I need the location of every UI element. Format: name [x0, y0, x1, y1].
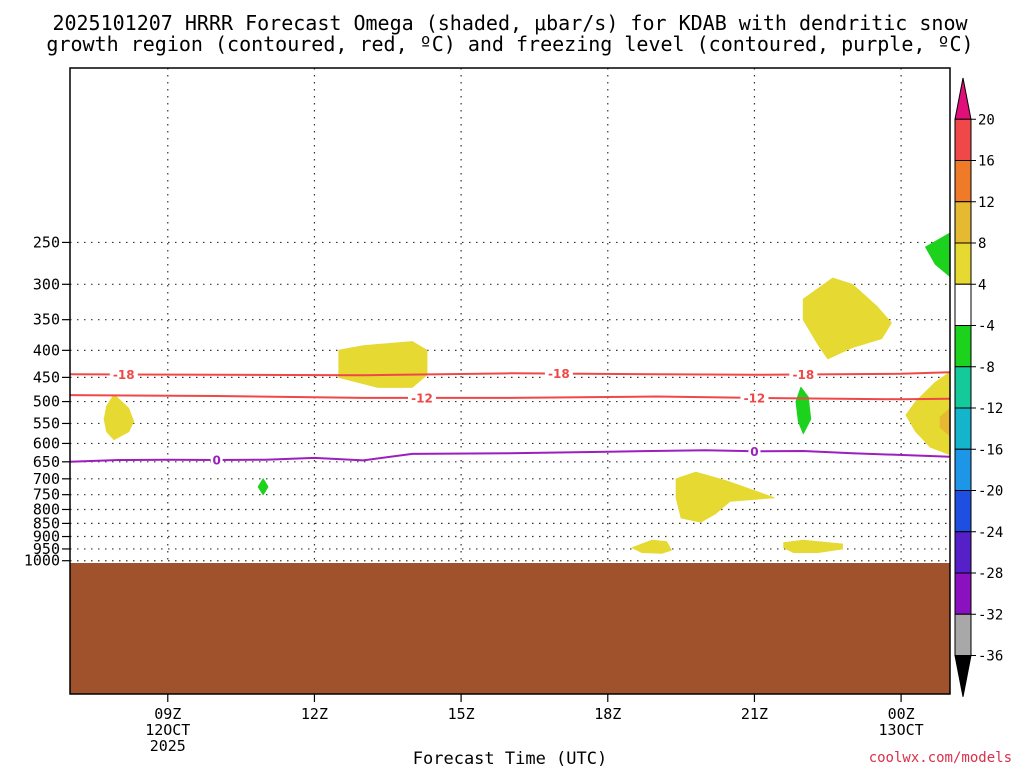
colorbar-arrow-down — [954, 655, 972, 697]
colorbar-box-10 — [954, 490, 972, 533]
colorbar-label-2: 16 — [978, 154, 995, 170]
colorbar-box-6 — [954, 325, 972, 368]
contour-label-bg-0-1 — [748, 444, 761, 459]
y-tick-label-900: 900 — [33, 528, 60, 546]
ground-surface — [70, 563, 950, 694]
x-tick-date-00Z: 13OCT — [879, 721, 924, 739]
colorbar-box-9 — [954, 448, 972, 491]
y-tick-label-500: 500 — [33, 393, 60, 411]
contour-label--18-0: -18 — [113, 368, 135, 382]
contour-label--18-1: -18 — [548, 367, 570, 381]
colorbar-label-14: -36 — [978, 649, 1003, 665]
contour-label-bg--12-1 — [740, 390, 769, 405]
contour-label-bg--12-0 — [408, 390, 436, 405]
y-tick-label-700: 700 — [33, 470, 60, 488]
y-tick-label-250: 250 — [33, 233, 60, 251]
x-tick-label-21Z: 21Z — [741, 705, 768, 723]
y-tick-label-550: 550 — [33, 414, 60, 432]
colorbar-box-1 — [954, 118, 972, 161]
colorbar-label-3: 12 — [978, 195, 995, 211]
colorbar-box-3 — [954, 201, 972, 244]
colorbar-label-12: -28 — [978, 566, 1003, 582]
x-tick-label-09Z: 09Z — [154, 705, 181, 723]
colorbar-label-11: -24 — [978, 525, 1003, 541]
contour-label-bg--18-2 — [789, 367, 818, 382]
y-tick-label-300: 300 — [33, 275, 60, 293]
y-tick-label-350: 350 — [33, 311, 60, 329]
contour-line--12 — [70, 394, 950, 401]
contour-label--18-2: -18 — [792, 368, 814, 382]
contour-line-0 — [70, 449, 950, 463]
omega-colorbar: 20 16 12 8 4 -4 -8 -12 -16 -20 -24 -28 -32 -36 — [954, 77, 1003, 697]
contour-label-bg--18-0 — [109, 367, 138, 382]
colorbar-label-5: 4 — [978, 277, 986, 293]
colorbar-box-4 — [954, 242, 972, 285]
y-tick-label-800: 800 — [33, 500, 60, 518]
x-tick-label-15Z: 15Z — [448, 705, 475, 723]
colorbar-label-10: -20 — [978, 484, 1003, 500]
omega-region-8 — [925, 232, 950, 277]
y-axis: 2503003504004505005506006507007508008509… — [24, 233, 70, 570]
colorbar-label-9: -16 — [978, 442, 1003, 458]
omega-region-9 — [795, 386, 812, 435]
x-axis-label: Forecast Time (UTC) — [413, 749, 607, 768]
colorbar-label-1: 20 — [978, 112, 995, 128]
x-tick-date-09Z: 12OCT — [145, 721, 190, 739]
colorbar-label-7: -8 — [978, 360, 995, 376]
x-tick-label-12Z: 12Z — [301, 705, 328, 723]
omega-region-3 — [905, 371, 950, 456]
colorbar-box-5 — [954, 283, 972, 326]
credit-text: coolwx.com/models — [869, 750, 1012, 766]
y-tick-label-1000: 1000 — [24, 552, 60, 570]
colorbar-box-13 — [954, 613, 972, 656]
chart-title-line2: growth region (contoured, red, ºC) and f… — [46, 32, 973, 56]
x-tick-label-00Z: 00Z — [888, 705, 915, 723]
y-tick-label-850: 850 — [33, 514, 60, 532]
temperature-contours: -18 -18 -18 -12 -12 0 0 — [70, 366, 950, 468]
colorbar-label-8: -12 — [978, 401, 1003, 417]
omega-region-6 — [631, 539, 672, 554]
y-tick-label-450: 450 — [33, 368, 60, 386]
contour-label-0-1: 0 — [750, 445, 758, 459]
colorbar-box-12 — [954, 572, 972, 615]
contour-label--12-1: -12 — [744, 391, 766, 405]
colorbar-box-8 — [954, 407, 972, 450]
y-tick-label-600: 600 — [33, 434, 60, 452]
colorbar-box-11 — [954, 531, 972, 574]
y-tick-label-650: 650 — [33, 453, 60, 471]
omega-region-10 — [257, 478, 269, 496]
omega-region-1 — [338, 341, 428, 388]
y-tick-label-750: 750 — [33, 486, 60, 504]
contour-label--12-0: -12 — [411, 391, 433, 405]
omega-region-0 — [103, 394, 135, 441]
omega-region-5 — [675, 471, 775, 523]
plot-frame — [69, 67, 951, 695]
colorbar-box-2 — [954, 160, 972, 203]
contour-line--18 — [70, 371, 950, 377]
y-tick-label-950: 950 — [33, 540, 60, 558]
colorbar-box-7 — [954, 366, 972, 409]
colorbar-label-13: -32 — [978, 607, 1003, 623]
omega-shading — [103, 232, 950, 554]
chart-title-line1: 2025101207 HRRR Forecast Omega (shaded, … — [52, 11, 968, 35]
omega-region-7 — [783, 539, 843, 553]
contour-label-bg--18-1 — [544, 366, 573, 381]
contour-label-0-0: 0 — [212, 454, 220, 468]
x-tick-label-18Z: 18Z — [594, 705, 621, 723]
colorbar-label-4: 8 — [978, 236, 986, 252]
y-tick-label-400: 400 — [33, 341, 60, 359]
omega-region-4 — [939, 407, 950, 437]
omega-region-2 — [802, 277, 892, 360]
colorbar-label-6: -4 — [978, 319, 995, 335]
colorbar-arrow-up — [954, 77, 972, 120]
contour-label-bg-0-0 — [210, 453, 223, 468]
x-tick-year-09Z: 2025 — [150, 737, 186, 755]
